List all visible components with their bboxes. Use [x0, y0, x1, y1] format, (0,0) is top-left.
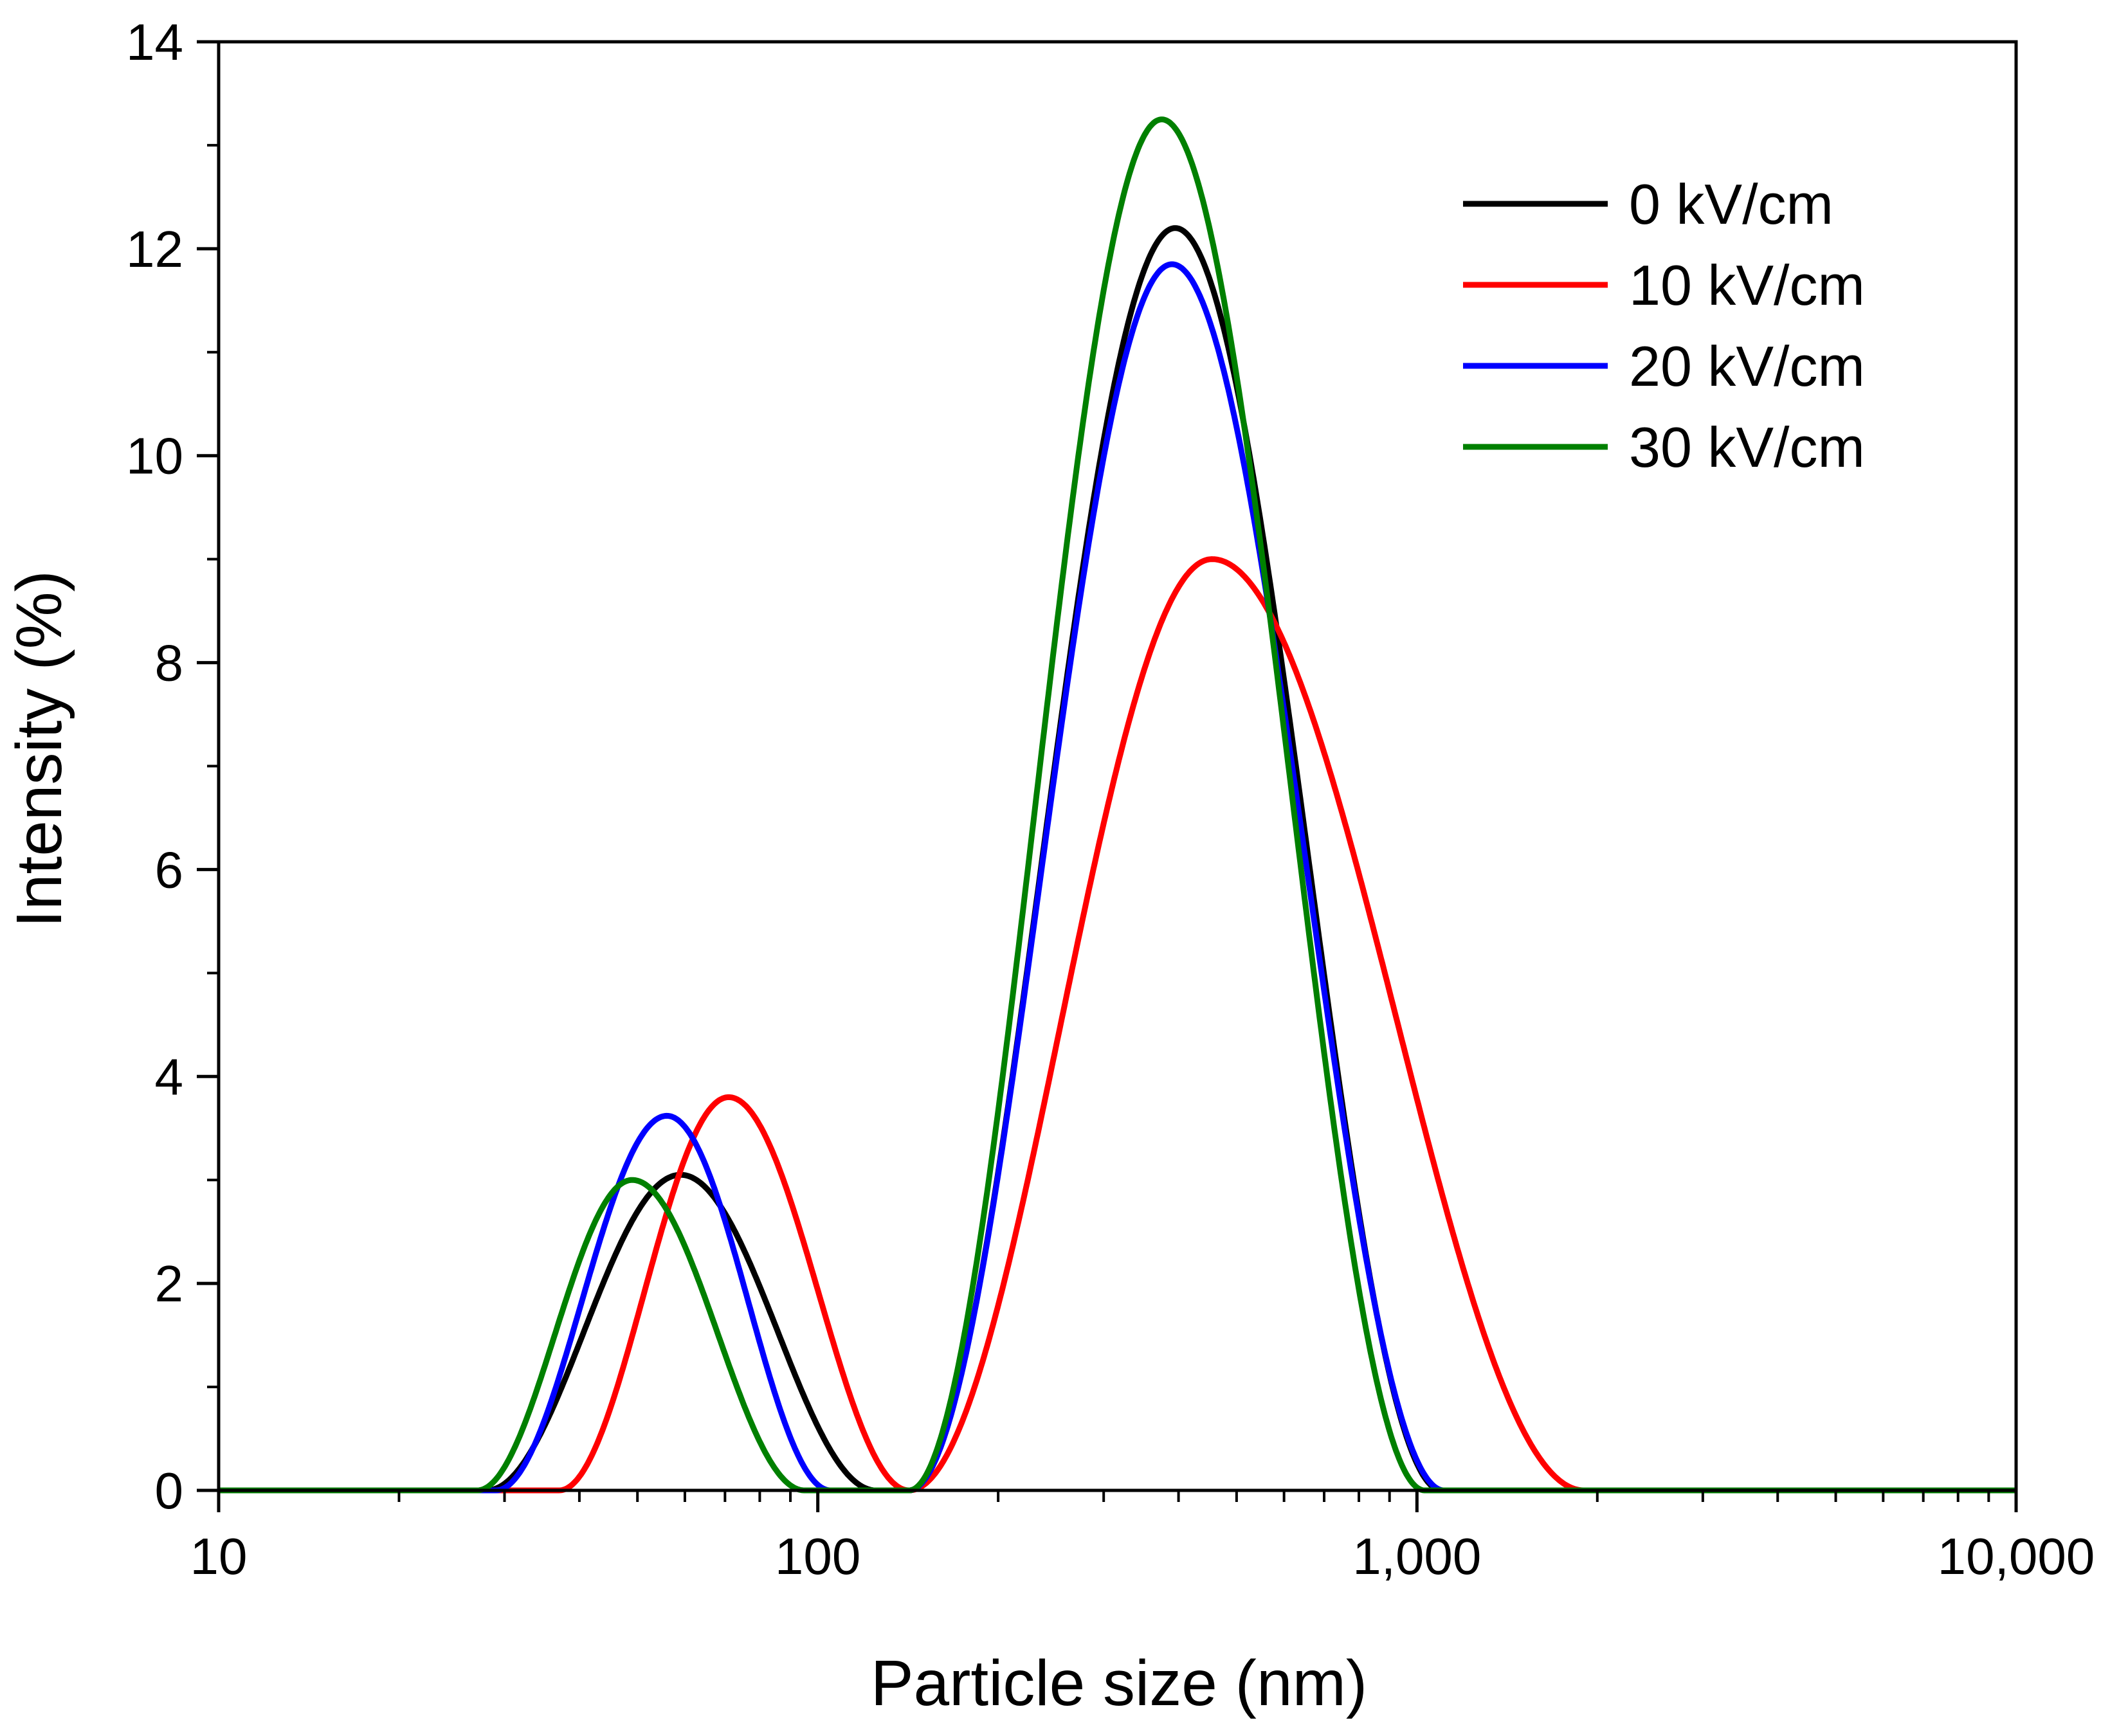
series-line-3	[217, 116, 2018, 1494]
y-tick-label: 2	[155, 1255, 184, 1312]
legend-label: 20 kV/cm	[1629, 334, 1865, 398]
axes-layer: 10 100 1,000 10,000 0 2 4 6 8 10 12 14	[126, 14, 2095, 1585]
series-layer	[217, 116, 2018, 1494]
x-tick-label: 10	[190, 1528, 248, 1585]
x-axis-title: Particle size (nm)	[871, 1647, 1367, 1719]
y-tick-label: 12	[126, 221, 183, 278]
y-tick-label: 6	[155, 841, 184, 898]
legend-label: 10 kV/cm	[1629, 253, 1865, 317]
x-tick-label: 10,000	[1938, 1528, 2095, 1585]
y-tick-label: 10	[126, 428, 183, 485]
legend-label: 0 kV/cm	[1629, 172, 1833, 236]
y-tick-label: 14	[126, 14, 183, 71]
y-axis-title: Intensity (%)	[3, 570, 75, 928]
legend-label: 30 kV/cm	[1629, 415, 1865, 479]
series-line-1	[217, 556, 2018, 1494]
x-tick-label: 100	[775, 1528, 860, 1585]
y-tick-label: 0	[155, 1462, 184, 1519]
y-tick-label: 8	[155, 635, 184, 692]
legend: 0 kV/cm 10 kV/cm 20 kV/cm 30 kV/cm	[1463, 172, 1865, 479]
y-tick-label: 4	[155, 1048, 184, 1105]
x-tick-label: 1,000	[1352, 1528, 1481, 1585]
